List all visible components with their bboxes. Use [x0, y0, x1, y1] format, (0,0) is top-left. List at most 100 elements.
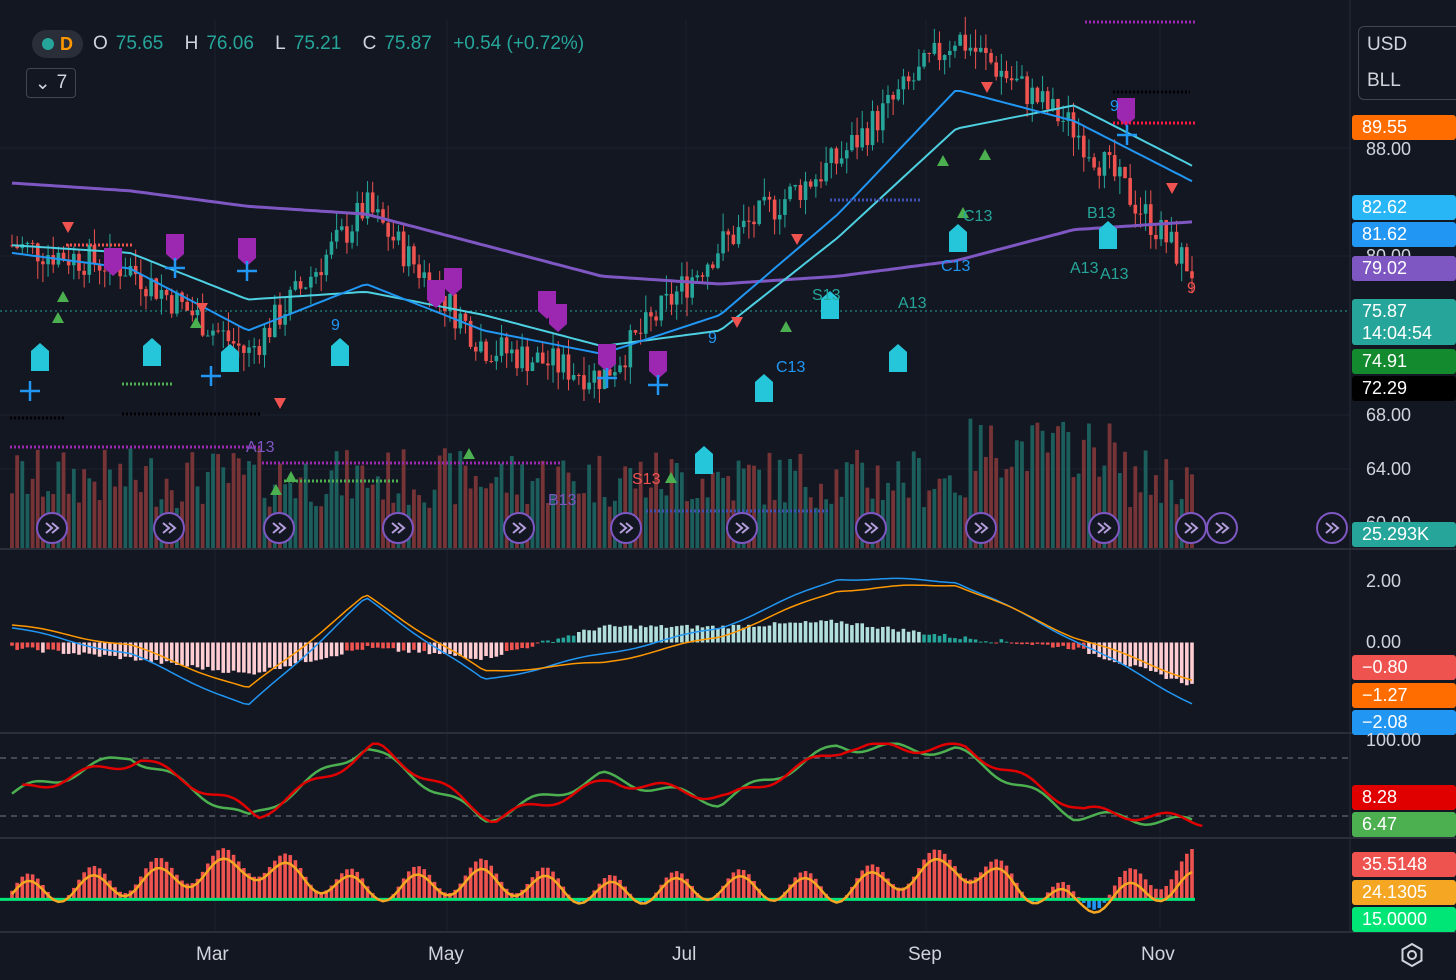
- volume-bar: [1138, 492, 1143, 548]
- osc-histogram-bar: [685, 878, 689, 900]
- candle-body: [226, 330, 231, 342]
- macd-histogram-bar: [1148, 642, 1153, 671]
- osc-histogram-bar: [185, 883, 189, 900]
- candle-body: [468, 320, 473, 347]
- macd-histogram-bar: [571, 635, 576, 643]
- macd-histogram-bar: [283, 642, 287, 667]
- currency-label[interactable]: USD: [1367, 34, 1408, 55]
- osc-histogram-bar: [489, 865, 494, 900]
- candle-body: [236, 343, 241, 346]
- volume-bar: [479, 486, 483, 548]
- macd-histogram-bar: [1190, 642, 1194, 684]
- osc-histogram-bar: [92, 865, 97, 900]
- macd-histogram-bar: [922, 634, 926, 643]
- candle-body: [844, 150, 849, 159]
- macd-histogram-bar: [520, 642, 524, 649]
- osc-histogram-bar: [30, 874, 35, 900]
- symbol-pill[interactable]: D: [32, 30, 83, 58]
- macd-histogram-bar: [798, 622, 803, 643]
- volume-bar: [123, 486, 128, 548]
- event-marker-glyph: [864, 522, 879, 534]
- osc-histogram-bar: [247, 873, 251, 900]
- volume-bar: [860, 462, 865, 548]
- macd-histogram-bar: [1128, 642, 1132, 667]
- macd-histogram-bar: [953, 638, 957, 643]
- macd-histogram-bar: [865, 627, 870, 643]
- up-triangle-marker: [957, 207, 969, 218]
- event-marker-glyph: [1184, 522, 1199, 534]
- osc-histogram-bar: [242, 868, 246, 900]
- candle-body: [710, 264, 715, 268]
- candle-body: [61, 252, 66, 261]
- candle-body: [1102, 152, 1107, 176]
- osc-smoothed-line: [11, 857, 1193, 914]
- volume-bar: [15, 455, 20, 548]
- candle-body: [1061, 120, 1065, 122]
- volume-bar: [226, 483, 231, 548]
- macd-histogram-bar: [46, 642, 50, 650]
- osc-histogram-bar: [906, 883, 911, 900]
- settings-gear-icon[interactable]: [1399, 942, 1425, 968]
- currency-selector[interactable]: USD BLL: [1358, 26, 1456, 100]
- osc-histogram-bar: [303, 876, 308, 900]
- candle-body: [978, 47, 983, 52]
- candle-body: [82, 270, 86, 275]
- macd-histogram-bar: [752, 626, 756, 643]
- macd-histogram-bar: [298, 642, 303, 661]
- candle-body: [540, 352, 545, 364]
- osc-histogram-bar: [669, 872, 674, 900]
- osc-histogram-bar: [154, 858, 159, 900]
- indicators-toggle-button[interactable]: ⌄ 7: [26, 68, 76, 98]
- macd-histogram-bar: [97, 642, 102, 657]
- volume-bar: [499, 463, 504, 548]
- macd-histogram-bar: [530, 642, 535, 647]
- macd-histogram-bar: [896, 631, 901, 643]
- volume-bar: [221, 467, 226, 548]
- macd-histogram-bar: [607, 624, 612, 643]
- volume-bar: [10, 493, 14, 548]
- macd-badge: −2.08: [1352, 710, 1456, 735]
- macd-histogram-bar: [747, 624, 751, 643]
- macd-histogram-bar: [510, 642, 514, 651]
- candle-body: [659, 295, 664, 321]
- candle-body: [406, 246, 411, 267]
- osc-histogram-bar: [169, 867, 174, 900]
- macd-histogram-bar: [200, 642, 205, 670]
- candle-body: [788, 186, 792, 200]
- volume-bar: [623, 466, 628, 548]
- volume-bar: [345, 450, 349, 548]
- candle-body: [1009, 78, 1014, 81]
- candle-body: [638, 332, 643, 334]
- osc-histogram-bar: [97, 868, 102, 900]
- volume-bar: [324, 494, 329, 548]
- symbol-label[interactable]: BLL: [1367, 70, 1401, 91]
- volume-bar: [1025, 471, 1030, 548]
- volume-bar: [664, 495, 669, 548]
- volume-bar: [788, 459, 792, 548]
- osc-histogram-bar: [721, 885, 725, 900]
- stoch-k-line: [11, 742, 1193, 826]
- candle-body: [376, 209, 380, 213]
- osc-histogram-bar: [437, 888, 442, 900]
- macd-histogram-bar: [566, 635, 571, 643]
- candle-body: [752, 221, 756, 225]
- candle-body: [319, 272, 323, 276]
- macd-histogram-bar: [175, 642, 179, 665]
- osc-histogram-bar: [355, 871, 360, 900]
- signal-text-label: C13: [963, 208, 992, 225]
- volume-bar: [494, 477, 499, 548]
- macd-histogram-bar: [72, 642, 76, 654]
- osc-histogram-bar: [932, 849, 937, 900]
- volume-bar: [190, 452, 195, 548]
- macd-histogram-bar: [61, 642, 66, 654]
- osc-histogram-bar: [1102, 899, 1107, 903]
- osc-histogram-bar: [783, 891, 787, 900]
- macd-histogram-bar: [1179, 642, 1184, 684]
- candle-body: [901, 76, 906, 90]
- osc-histogram-bar: [659, 884, 664, 900]
- macd-histogram-bar: [154, 642, 159, 660]
- macd-histogram-bar: [1112, 642, 1117, 663]
- volume-bar: [540, 460, 545, 548]
